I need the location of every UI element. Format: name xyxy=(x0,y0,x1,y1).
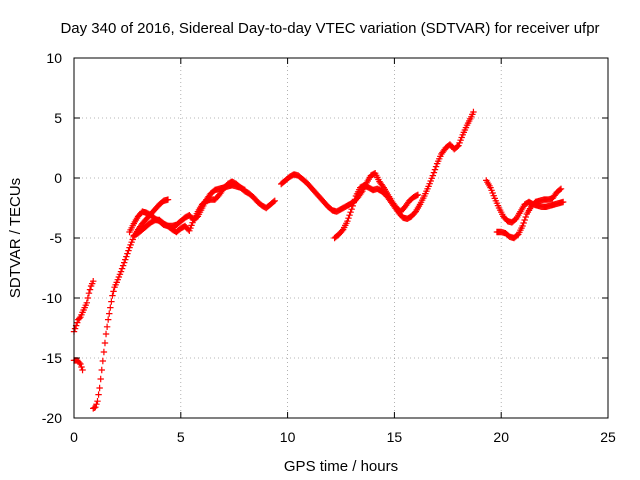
data-point-interp xyxy=(71,325,79,332)
data-point xyxy=(94,398,101,405)
data-point-interp xyxy=(95,391,102,398)
data-point xyxy=(90,278,97,285)
x-tick-label: 0 xyxy=(70,429,78,445)
x-tick-label: 5 xyxy=(177,429,185,445)
data-point xyxy=(429,172,437,179)
data-point-interp xyxy=(78,363,85,371)
data-point-interp xyxy=(379,182,386,190)
x-tick-label: 25 xyxy=(600,429,616,445)
x-axis-label: GPS time / hours xyxy=(284,458,398,475)
data-point xyxy=(96,384,103,392)
data-point-interp xyxy=(86,286,94,293)
y-axis-label: SDTVAR / TECUs xyxy=(7,178,24,298)
data-series xyxy=(483,177,567,226)
data-point-interp xyxy=(349,202,356,210)
data-point xyxy=(79,366,86,374)
data-point-interp xyxy=(345,215,352,222)
y-tick-label: 5 xyxy=(54,110,62,126)
y-tick-label: 10 xyxy=(46,50,62,66)
data-point-interp xyxy=(431,166,439,173)
data-point-interp xyxy=(108,298,115,305)
data-point-interp xyxy=(84,294,92,302)
data-point-interp xyxy=(350,199,358,206)
data-point-interp xyxy=(120,259,128,266)
data-point-interp xyxy=(123,253,130,260)
data-points xyxy=(70,108,567,412)
data-point-interp xyxy=(346,212,353,219)
data-point-interp xyxy=(106,310,113,317)
data-point xyxy=(470,108,477,116)
data-point xyxy=(519,222,526,230)
data-point xyxy=(100,348,108,356)
data-point-interp xyxy=(430,169,438,176)
data-point xyxy=(102,330,110,338)
data-point-interp xyxy=(520,219,527,227)
data-point-interp xyxy=(521,216,528,224)
y-tick-label: -15 xyxy=(42,350,62,366)
data-point xyxy=(559,198,567,206)
data-point xyxy=(83,299,91,306)
data-point-interp xyxy=(97,375,104,383)
data-point xyxy=(107,304,114,311)
data-point xyxy=(241,186,249,194)
data-point xyxy=(164,196,172,203)
data-point-interp xyxy=(101,339,109,347)
y-tick-label: -10 xyxy=(42,290,62,306)
data-point-interp xyxy=(76,315,83,322)
data-point-interp xyxy=(103,323,111,330)
data-point-interp xyxy=(338,227,346,234)
data-series xyxy=(70,278,97,335)
data-series xyxy=(331,108,477,242)
data-series xyxy=(130,182,249,239)
data-point xyxy=(85,290,93,297)
data-point-interp xyxy=(124,250,131,257)
data-point-interp xyxy=(76,359,83,366)
x-tick-label: 20 xyxy=(493,429,509,445)
y-tick-label: -5 xyxy=(50,230,63,246)
data-point-interp xyxy=(270,198,277,205)
data-point-interp xyxy=(118,265,126,272)
data-point-interp xyxy=(556,186,564,193)
y-tick-label: -20 xyxy=(42,410,62,426)
data-point xyxy=(109,292,116,299)
data-series xyxy=(90,196,172,412)
data-point xyxy=(557,185,565,192)
data-series xyxy=(493,185,565,242)
data-point-interp xyxy=(522,213,529,221)
axis-ticks: 0 5 10 15 20 25 -20 -15 -10 -5 0 5 10 xyxy=(42,50,616,445)
data-point xyxy=(414,191,422,198)
y-tick-label: 0 xyxy=(54,170,62,186)
data-point xyxy=(348,206,355,213)
data-point-interp xyxy=(110,288,117,295)
data-point-interp xyxy=(99,357,107,365)
data-point xyxy=(344,218,351,225)
data-point-interp xyxy=(454,143,461,150)
chart-title: Day 340 of 2016, Sidereal Day-to-day VTE… xyxy=(60,20,599,37)
data-series xyxy=(277,170,422,215)
data-point xyxy=(77,360,84,368)
data-point-interp xyxy=(351,196,359,203)
data-point xyxy=(98,366,105,374)
x-tick-label: 15 xyxy=(387,429,403,445)
data-point xyxy=(271,197,278,204)
data-point-interp xyxy=(347,209,354,216)
data-point-interp xyxy=(74,319,81,326)
data-point-interp xyxy=(119,262,127,269)
data-point xyxy=(92,404,99,411)
data-point xyxy=(117,268,125,275)
x-tick-label: 10 xyxy=(280,429,296,445)
gridlines xyxy=(74,58,608,418)
data-point-interp xyxy=(93,401,100,408)
data-point-interp xyxy=(125,247,132,254)
data-point xyxy=(104,316,112,323)
data-point xyxy=(122,256,129,263)
data-point-interp xyxy=(432,163,440,170)
